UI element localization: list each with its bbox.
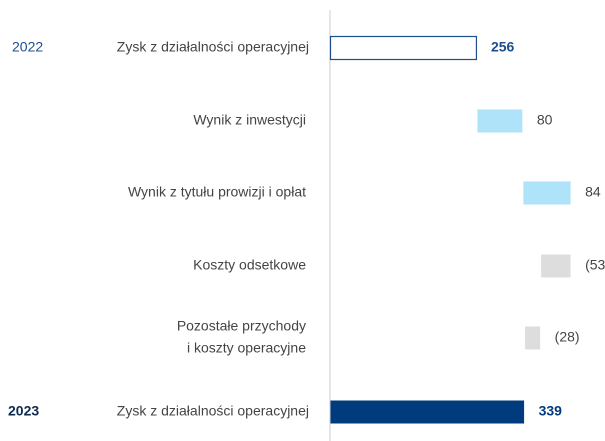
value-label: (28) [555,329,580,345]
bar [330,400,525,424]
category-label: Zysk z działalności operacyjnej [117,403,309,419]
bar [523,181,571,205]
category-label: Koszty odsetkowe [193,257,306,273]
category-label: Wynik z inwestycji [193,112,306,128]
bar [329,35,478,61]
year-label: 2023 [8,403,39,419]
value-label: 339 [539,403,563,419]
category-label: i koszty operacyjne [187,340,306,356]
bar [541,254,571,278]
value-label: 256 [491,39,515,55]
bar [525,326,541,350]
value-label: 84 [585,184,601,200]
category-label: Wynik z tytułu prowizji i opłat [128,184,306,200]
category-label: Pozostałe przychody [177,318,306,334]
year-label: 2022 [12,39,43,55]
value-label: 80 [537,112,553,128]
value-label: (53) [585,257,605,273]
bar [477,109,523,133]
category-label: Zysk z działalności operacyjnej [117,39,309,55]
